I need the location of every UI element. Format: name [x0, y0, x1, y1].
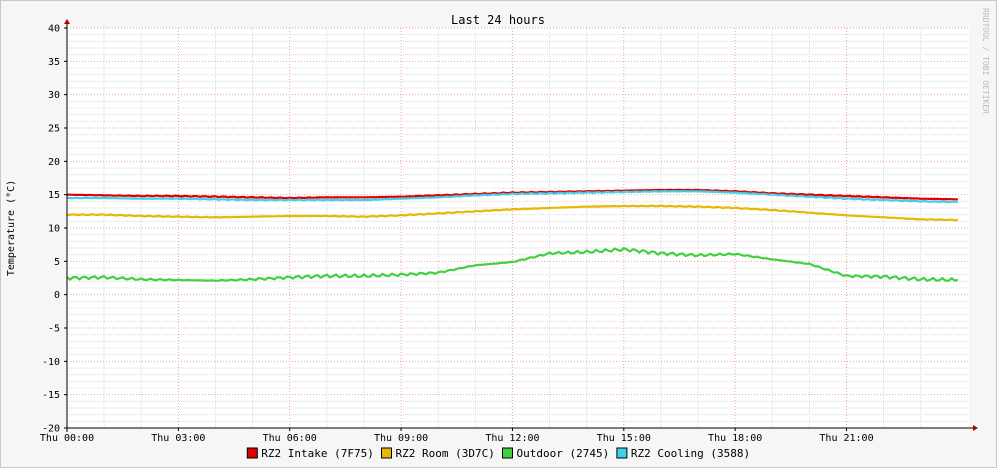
y-tick-label: 10: [48, 224, 60, 235]
y-axis-arrow: [64, 19, 70, 24]
x-tick-label: Thu 18:00: [708, 433, 762, 444]
y-tick-labels: 40 35 30 25 20 15 10 5 0 -5 -10 -15 -20: [42, 24, 67, 435]
x-tick-label: Thu 00:00: [40, 433, 94, 444]
y-tick-label: 40: [48, 24, 60, 35]
legend-label: RZ2 Intake (7F75): [261, 447, 374, 460]
y-tick-label: -10: [42, 357, 60, 368]
x-tick-label: Thu 15:00: [597, 433, 651, 444]
rrdtool-watermark: RRDTOOL / TOBI OETIKER: [981, 8, 990, 114]
y-tick-label: 35: [48, 57, 60, 68]
series-line-1: [67, 188, 958, 201]
y-tick-label: 5: [54, 257, 60, 268]
x-tick-label: Thu 03:00: [151, 433, 205, 444]
y-tick-label: 25: [48, 124, 60, 135]
series-line-3: [66, 246, 959, 282]
series-lines: [66, 188, 959, 282]
series-line-4: [66, 190, 958, 204]
x-tick-labels: Thu 00:00 Thu 03:00 Thu 06:00 Thu 09:00 Thu …: [40, 428, 874, 444]
x-tick-label: Thu 21:00: [819, 433, 873, 444]
legend: RZ2 Intake (7F75) RZ2 Room (3D7C) Outdoor …: [246, 447, 750, 460]
y-tick-label: 0: [54, 290, 60, 301]
legend-swatch: [502, 447, 513, 459]
legend-swatch: [616, 447, 628, 459]
x-tick-label: Thu 12:00: [485, 433, 539, 444]
legend-swatch: [381, 447, 392, 459]
chart-title: Last 24 hours: [451, 13, 545, 27]
x-tick-label: Thu 09:00: [374, 433, 428, 444]
x-tick-label: Thu 06:00: [263, 433, 317, 444]
y-tick-label: -20: [42, 424, 60, 435]
x-axis-arrow: [973, 425, 978, 431]
y-tick-label: -15: [42, 390, 60, 401]
series-line-2: [66, 204, 959, 222]
legend-label: Outdoor (2745): [517, 447, 610, 460]
y-tick-label: -5: [48, 324, 60, 335]
y-axis-label: Temperature (°C): [6, 180, 17, 276]
y-tick-label: 30: [48, 90, 60, 101]
y-tick-label: 15: [48, 190, 60, 201]
axes: [64, 19, 978, 432]
legend-swatch: [246, 447, 258, 459]
y-tick-label: 20: [48, 157, 60, 168]
legend-label: RZ2 Cooling (3588): [631, 447, 750, 460]
legend-label: RZ2 Room (3D7C): [396, 447, 495, 460]
